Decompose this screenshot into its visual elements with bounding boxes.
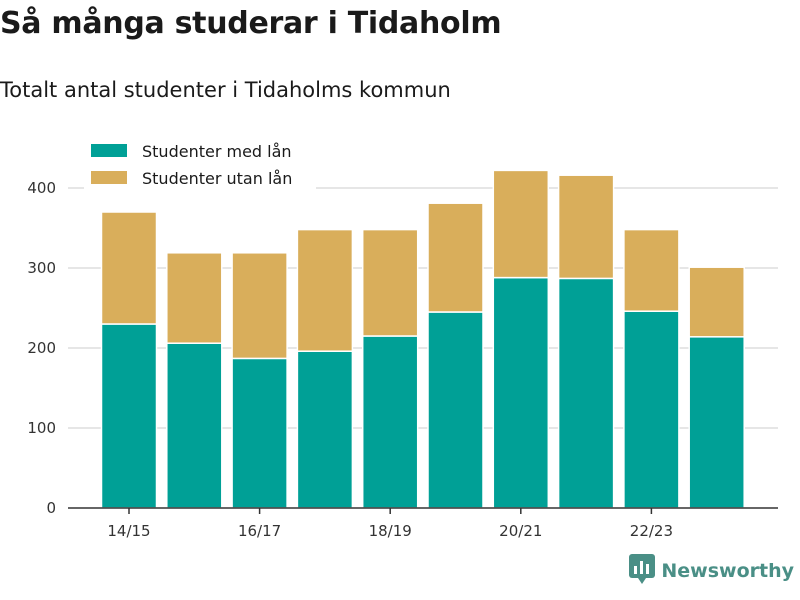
bar-segment-with-loan: [492, 276, 550, 509]
newsworthy-logo-icon: [629, 554, 656, 588]
brand: Newsworthy: [629, 554, 794, 588]
bar-segment-without-loan: [492, 169, 550, 279]
bar-segment-with-loan: [296, 350, 354, 509]
bars: [100, 169, 745, 509]
bar-segment-without-loan: [688, 266, 745, 338]
bar-segment-without-loan: [296, 228, 354, 352]
bar-segment-with-loan: [361, 335, 419, 509]
y-tick-label: 0: [46, 499, 56, 517]
x-tick-label: 20/21: [499, 522, 542, 540]
bar-segment-with-loan: [623, 310, 680, 509]
legend: Studenter med lån Studenter utan lån: [84, 136, 316, 192]
legend-swatch-without-loan: [91, 171, 127, 184]
bar-segment-with-loan: [166, 342, 223, 509]
x-tick-label: 18/19: [369, 522, 412, 540]
x-tick-label: 16/17: [238, 522, 281, 540]
bar-segment-without-loan: [623, 228, 680, 312]
bar-segment-without-loan: [231, 252, 288, 360]
bar-segment-with-loan: [231, 357, 288, 509]
y-tick-label: 200: [27, 339, 56, 357]
legend-label-with-loan: Studenter med lån: [142, 142, 292, 161]
bar-segment-without-loan: [166, 252, 223, 344]
legend-swatch-with-loan: [91, 144, 127, 157]
bar-segment-without-loan: [100, 211, 158, 325]
bar-segment-without-loan: [427, 202, 484, 313]
bar-segment-without-loan: [361, 228, 419, 337]
y-tick-label: 100: [27, 419, 56, 437]
brand-name: Newsworthy: [661, 560, 794, 582]
bar-segment-with-loan: [427, 311, 484, 509]
legend-label-without-loan: Studenter utan lån: [142, 169, 292, 188]
bar-segment-with-loan: [100, 323, 158, 509]
axes: 0 100 200 300 400 14/15 16/17 18/19 20/21 22/23: [27, 179, 778, 540]
x-tick-label: 22/23: [630, 522, 673, 540]
y-tick-label: 400: [27, 179, 56, 197]
chart-title: Så många studerar i Tidaholm: [0, 6, 502, 41]
y-tick-label: 300: [27, 259, 56, 277]
bar-segment-with-loan: [557, 277, 615, 509]
bar-segment-without-loan: [557, 174, 615, 280]
chart-subtitle: Totalt antal studenter i Tidaholms kommu…: [0, 78, 451, 102]
bar-segment-with-loan: [688, 336, 745, 509]
x-tick-label: 14/15: [107, 522, 150, 540]
